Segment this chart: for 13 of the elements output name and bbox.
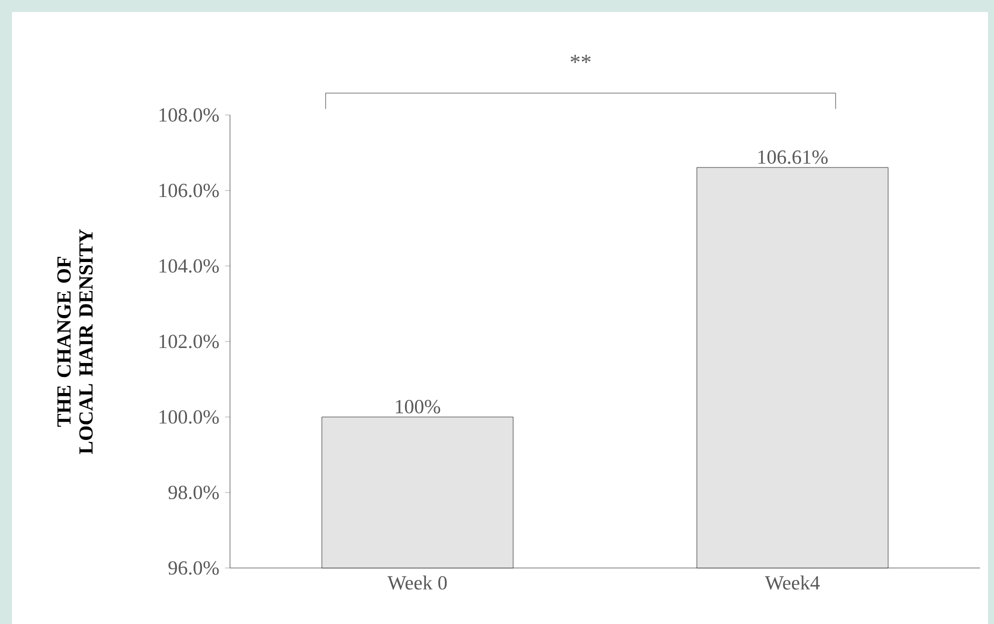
x-tick-label: Week4 (765, 576, 820, 590)
y-tick-label: 96.0% (168, 561, 219, 575)
y-axis-title: THE CHANGE OF LOCAL HAIR DENSITY (57, 229, 93, 454)
y-tick-label: 108.0% (160, 108, 219, 122)
text: ** (570, 54, 591, 64)
data-label: 106.61% (758, 150, 828, 164)
y-tick-label: 98.0% (168, 486, 219, 500)
y-tick-label: 100.0% (160, 410, 219, 424)
y-tick-label: 106.0% (160, 184, 219, 198)
y-tick-label: 102.0% (160, 334, 219, 348)
x-tick-label: Week 0 (388, 576, 447, 590)
y-tick-label: 104.0% (160, 259, 219, 273)
data-label: 100% (396, 400, 440, 414)
